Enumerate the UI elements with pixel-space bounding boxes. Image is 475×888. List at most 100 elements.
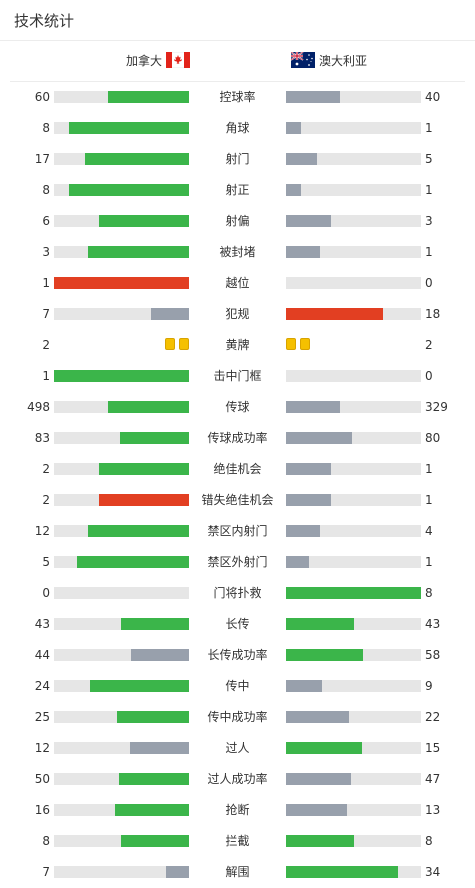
away-value: 5	[425, 152, 433, 166]
away-value: 13	[425, 803, 441, 817]
away-bar-fill	[286, 401, 340, 413]
home-bar-track	[54, 556, 189, 568]
away-value: 1	[425, 245, 433, 259]
stat-row: 3 被封堵 1	[0, 245, 475, 259]
home-value: 3	[42, 245, 50, 259]
home-value: 43	[34, 617, 50, 631]
stat-row: 1 越位 0	[0, 276, 475, 290]
home-bar-track	[54, 401, 189, 413]
away-bar-fill	[286, 463, 331, 475]
away-bar-fill	[286, 91, 340, 103]
home-bar-track	[54, 618, 189, 630]
stat-row: 24 传中 9	[0, 679, 475, 693]
away-value: 8	[425, 586, 433, 600]
home-value: 83	[34, 431, 50, 445]
yellow-card-icon	[286, 338, 296, 350]
home-bar-track	[54, 463, 189, 475]
stat-row: 8 拦截 8	[0, 834, 475, 848]
away-bar-track	[286, 463, 421, 475]
home-bar-fill	[99, 463, 189, 475]
away-value: 1	[425, 121, 433, 135]
stat-row: 25 传中成功率 22	[0, 710, 475, 724]
home-bar-fill	[121, 618, 189, 630]
home-bar-track	[54, 153, 189, 165]
yellow-card-icon	[300, 338, 310, 350]
stat-label: 传球	[225, 400, 250, 414]
stat-label: 射门	[225, 152, 250, 166]
stat-label: 拦截	[225, 834, 250, 848]
stat-label: 抢断	[225, 803, 250, 817]
away-value: 1	[425, 555, 433, 569]
away-value: 9	[425, 679, 433, 693]
home-value: 2	[42, 493, 50, 507]
stat-label: 过人成功率	[207, 772, 268, 786]
stat-label: 黄牌	[225, 338, 250, 352]
home-bar-fill	[120, 432, 189, 444]
home-value: 12	[34, 524, 50, 538]
stat-label: 禁区外射门	[207, 555, 268, 569]
home-value: 50	[34, 772, 50, 786]
home-bar-track	[54, 494, 189, 506]
away-bar-track	[286, 401, 421, 413]
away-value: 18	[425, 307, 441, 321]
home-value: 0	[42, 586, 50, 600]
stat-row: 50 过人成功率 47	[0, 772, 475, 786]
stat-label: 传球成功率	[207, 431, 268, 445]
away-value: 80	[425, 431, 441, 445]
home-bar-fill	[117, 711, 189, 723]
home-bar-track	[54, 649, 189, 661]
team-header: 加拿大 澳大利亚	[0, 48, 475, 74]
away-value: 58	[425, 648, 441, 662]
home-bar-fill	[54, 277, 189, 289]
home-bar-fill	[151, 308, 189, 320]
home-bar-track	[54, 773, 189, 785]
home-bar-track	[54, 215, 189, 227]
away-value: 47	[425, 772, 441, 786]
home-bar-track	[54, 835, 189, 847]
home-bar-fill	[119, 773, 189, 785]
stat-row: 7 犯规 18	[0, 307, 475, 321]
stat-label: 过人	[225, 741, 250, 755]
away-bar-track	[286, 153, 421, 165]
home-bar-track	[54, 308, 189, 320]
yellow-card-icon	[179, 338, 189, 350]
home-bar-fill	[108, 91, 189, 103]
away-bar-track	[286, 804, 421, 816]
home-team-name: 加拿大	[126, 54, 163, 68]
away-bar-track	[286, 246, 421, 258]
away-bar-track	[286, 618, 421, 630]
away-value: 2	[425, 338, 433, 352]
away-bar-fill	[286, 308, 383, 320]
home-bar-track	[54, 866, 189, 878]
home-value: 8	[42, 834, 50, 848]
home-value: 1	[42, 369, 50, 383]
away-bar-track	[286, 835, 421, 847]
title-divider	[0, 40, 475, 41]
home-yellow-cards	[165, 338, 189, 352]
stat-label: 射偏	[225, 214, 250, 228]
home-bar-track	[54, 432, 189, 444]
away-bar-track	[286, 494, 421, 506]
home-value: 44	[34, 648, 50, 662]
header-divider	[10, 81, 465, 82]
home-bar-fill	[99, 494, 189, 506]
away-value: 1	[425, 462, 433, 476]
home-value: 5	[42, 555, 50, 569]
stat-row: 44 长传成功率 58	[0, 648, 475, 662]
stat-row: 83 传球成功率 80	[0, 431, 475, 445]
away-bar-fill	[286, 494, 331, 506]
stat-row: 12 过人 15	[0, 741, 475, 755]
home-value: 2	[42, 338, 50, 352]
home-value: 7	[42, 865, 50, 879]
home-bar-fill	[85, 153, 189, 165]
stat-label: 长传成功率	[207, 648, 268, 662]
stat-row: 498 传球 329	[0, 400, 475, 414]
away-bar-track	[286, 432, 421, 444]
stat-row: 2 绝佳机会 1	[0, 462, 475, 476]
away-value: 22	[425, 710, 441, 724]
away-value: 8	[425, 834, 433, 848]
away-bar-fill	[286, 804, 347, 816]
away-bar-track	[286, 587, 421, 599]
home-bar-fill	[131, 649, 189, 661]
away-bar-track	[286, 184, 421, 196]
